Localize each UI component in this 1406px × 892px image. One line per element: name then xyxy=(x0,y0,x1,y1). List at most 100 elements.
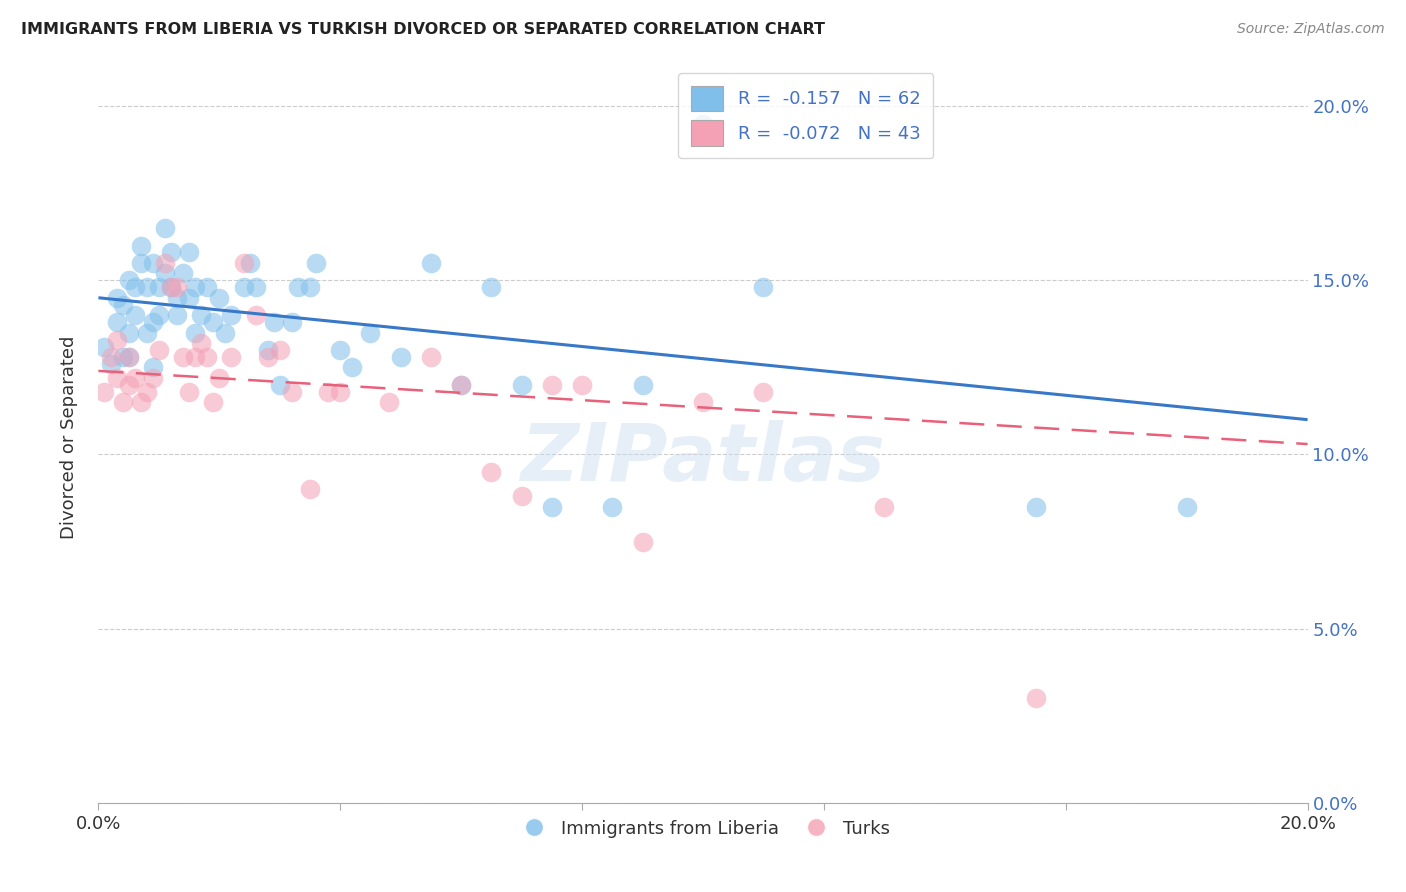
Point xyxy=(631,534,654,549)
Point xyxy=(540,500,562,514)
Point xyxy=(172,266,194,280)
Point xyxy=(602,500,624,514)
Point xyxy=(232,280,254,294)
Point xyxy=(256,350,278,364)
Point xyxy=(1024,691,1046,706)
Point xyxy=(208,291,231,305)
Point xyxy=(450,377,472,392)
Point xyxy=(287,280,309,294)
Point xyxy=(142,371,165,385)
Point xyxy=(329,343,352,357)
Point xyxy=(160,280,183,294)
Point xyxy=(100,350,122,364)
Point xyxy=(118,326,141,340)
Point xyxy=(510,489,533,503)
Point xyxy=(179,291,201,305)
Point xyxy=(256,343,278,357)
Point xyxy=(208,371,231,385)
Point xyxy=(540,377,562,392)
Point xyxy=(105,371,128,385)
Point xyxy=(214,326,236,340)
Point xyxy=(172,350,194,364)
Legend: Immigrants from Liberia, Turks: Immigrants from Liberia, Turks xyxy=(509,813,897,845)
Point xyxy=(377,395,399,409)
Y-axis label: Divorced or Separated: Divorced or Separated xyxy=(59,335,77,539)
Point xyxy=(135,326,157,340)
Point xyxy=(692,117,714,131)
Point xyxy=(329,384,352,399)
Point xyxy=(160,245,183,260)
Point xyxy=(190,336,212,351)
Point xyxy=(179,245,201,260)
Point xyxy=(148,308,170,322)
Point xyxy=(129,256,152,270)
Point xyxy=(420,256,443,270)
Point xyxy=(142,360,165,375)
Point xyxy=(118,350,141,364)
Point xyxy=(202,315,225,329)
Point xyxy=(195,280,218,294)
Point xyxy=(118,377,141,392)
Point xyxy=(93,339,115,353)
Point xyxy=(752,280,775,294)
Point xyxy=(389,350,412,364)
Point xyxy=(105,333,128,347)
Point xyxy=(305,256,328,270)
Point xyxy=(269,343,291,357)
Point xyxy=(316,384,339,399)
Point xyxy=(510,377,533,392)
Point xyxy=(873,500,896,514)
Point xyxy=(221,350,243,364)
Point xyxy=(202,395,225,409)
Point xyxy=(481,465,503,479)
Point xyxy=(118,273,141,287)
Point xyxy=(360,326,382,340)
Point xyxy=(263,315,285,329)
Point xyxy=(179,384,201,399)
Point xyxy=(148,343,170,357)
Point xyxy=(111,298,134,312)
Point xyxy=(299,483,322,497)
Text: IMMIGRANTS FROM LIBERIA VS TURKISH DIVORCED OR SEPARATED CORRELATION CHART: IMMIGRANTS FROM LIBERIA VS TURKISH DIVOR… xyxy=(21,22,825,37)
Point xyxy=(631,377,654,392)
Point xyxy=(100,357,122,371)
Point xyxy=(166,291,188,305)
Point xyxy=(105,315,128,329)
Point xyxy=(153,266,176,280)
Point xyxy=(129,238,152,252)
Point xyxy=(142,315,165,329)
Point xyxy=(124,308,146,322)
Point xyxy=(299,280,322,294)
Point xyxy=(111,395,134,409)
Point xyxy=(105,291,128,305)
Point xyxy=(245,308,267,322)
Point xyxy=(153,221,176,235)
Point xyxy=(752,384,775,399)
Point xyxy=(571,377,593,392)
Point xyxy=(166,280,188,294)
Point xyxy=(166,308,188,322)
Text: Source: ZipAtlas.com: Source: ZipAtlas.com xyxy=(1237,22,1385,37)
Point xyxy=(124,371,146,385)
Point xyxy=(420,350,443,364)
Point xyxy=(118,350,141,364)
Point xyxy=(195,350,218,364)
Point xyxy=(184,350,207,364)
Point xyxy=(93,384,115,399)
Point xyxy=(135,280,157,294)
Point xyxy=(184,326,207,340)
Point xyxy=(239,256,262,270)
Point xyxy=(281,384,304,399)
Point xyxy=(124,280,146,294)
Text: ZIPatlas: ZIPatlas xyxy=(520,420,886,498)
Point xyxy=(342,360,364,375)
Point xyxy=(184,280,207,294)
Point xyxy=(692,395,714,409)
Point xyxy=(111,350,134,364)
Point xyxy=(281,315,304,329)
Point xyxy=(129,395,152,409)
Point xyxy=(190,308,212,322)
Point xyxy=(1024,500,1046,514)
Point xyxy=(153,256,176,270)
Point xyxy=(135,384,157,399)
